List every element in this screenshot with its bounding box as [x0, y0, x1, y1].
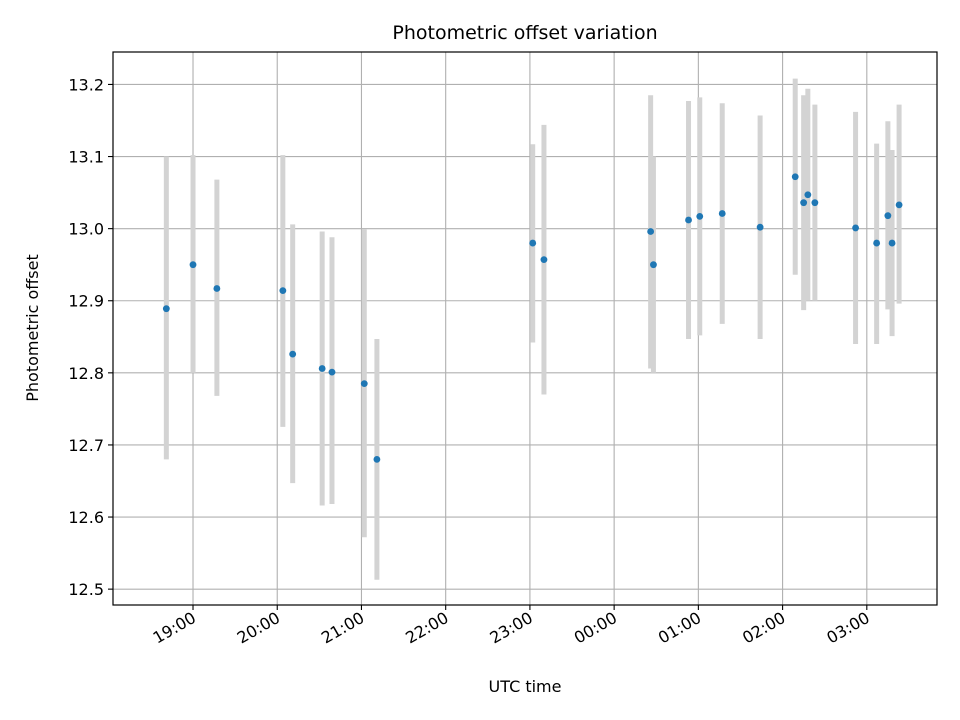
data-point [852, 224, 859, 232]
data-point [540, 256, 548, 264]
data-point [884, 212, 892, 220]
y-tick-label: 12.7 [68, 436, 104, 455]
data-point [213, 285, 221, 292]
data-point [756, 223, 764, 231]
data-point [360, 380, 368, 388]
data-point [873, 239, 881, 247]
data-point [328, 368, 336, 376]
data-point [804, 191, 812, 199]
y-tick-label: 12.8 [68, 364, 104, 383]
chart-title: Photometric offset variation [392, 22, 657, 44]
y-tick-label: 12.5 [68, 580, 104, 599]
y-tick-label: 12.6 [68, 508, 104, 527]
data-point [647, 228, 655, 235]
y-tick-label: 13.0 [68, 220, 104, 239]
y-axis: 12.5 12.6 12.7 12.8 12.9 13.0 13.1 13.2 [68, 75, 113, 599]
data-point [650, 261, 657, 269]
data-point [888, 239, 896, 247]
data-point [318, 365, 326, 372]
data-point [800, 199, 808, 207]
data-point [696, 212, 704, 220]
data-point [189, 261, 197, 269]
data-point [685, 216, 692, 224]
data-point [162, 305, 170, 313]
data-point [895, 201, 903, 209]
data-points [162, 173, 903, 463]
y-tick-label: 13.1 [68, 148, 104, 167]
y-tick-label: 13.2 [68, 75, 104, 94]
data-point [279, 287, 287, 295]
plot-frame [112, 51, 938, 606]
y-axis-title: Photometric offset [23, 254, 42, 402]
data-point [373, 455, 381, 463]
x-axis-title: UTC time [489, 677, 562, 696]
data-point [791, 173, 799, 181]
data-point [811, 199, 819, 207]
y-tick-label: 12.9 [68, 292, 104, 311]
data-point [529, 239, 537, 247]
data-point [289, 350, 297, 358]
data-point [718, 210, 726, 217]
